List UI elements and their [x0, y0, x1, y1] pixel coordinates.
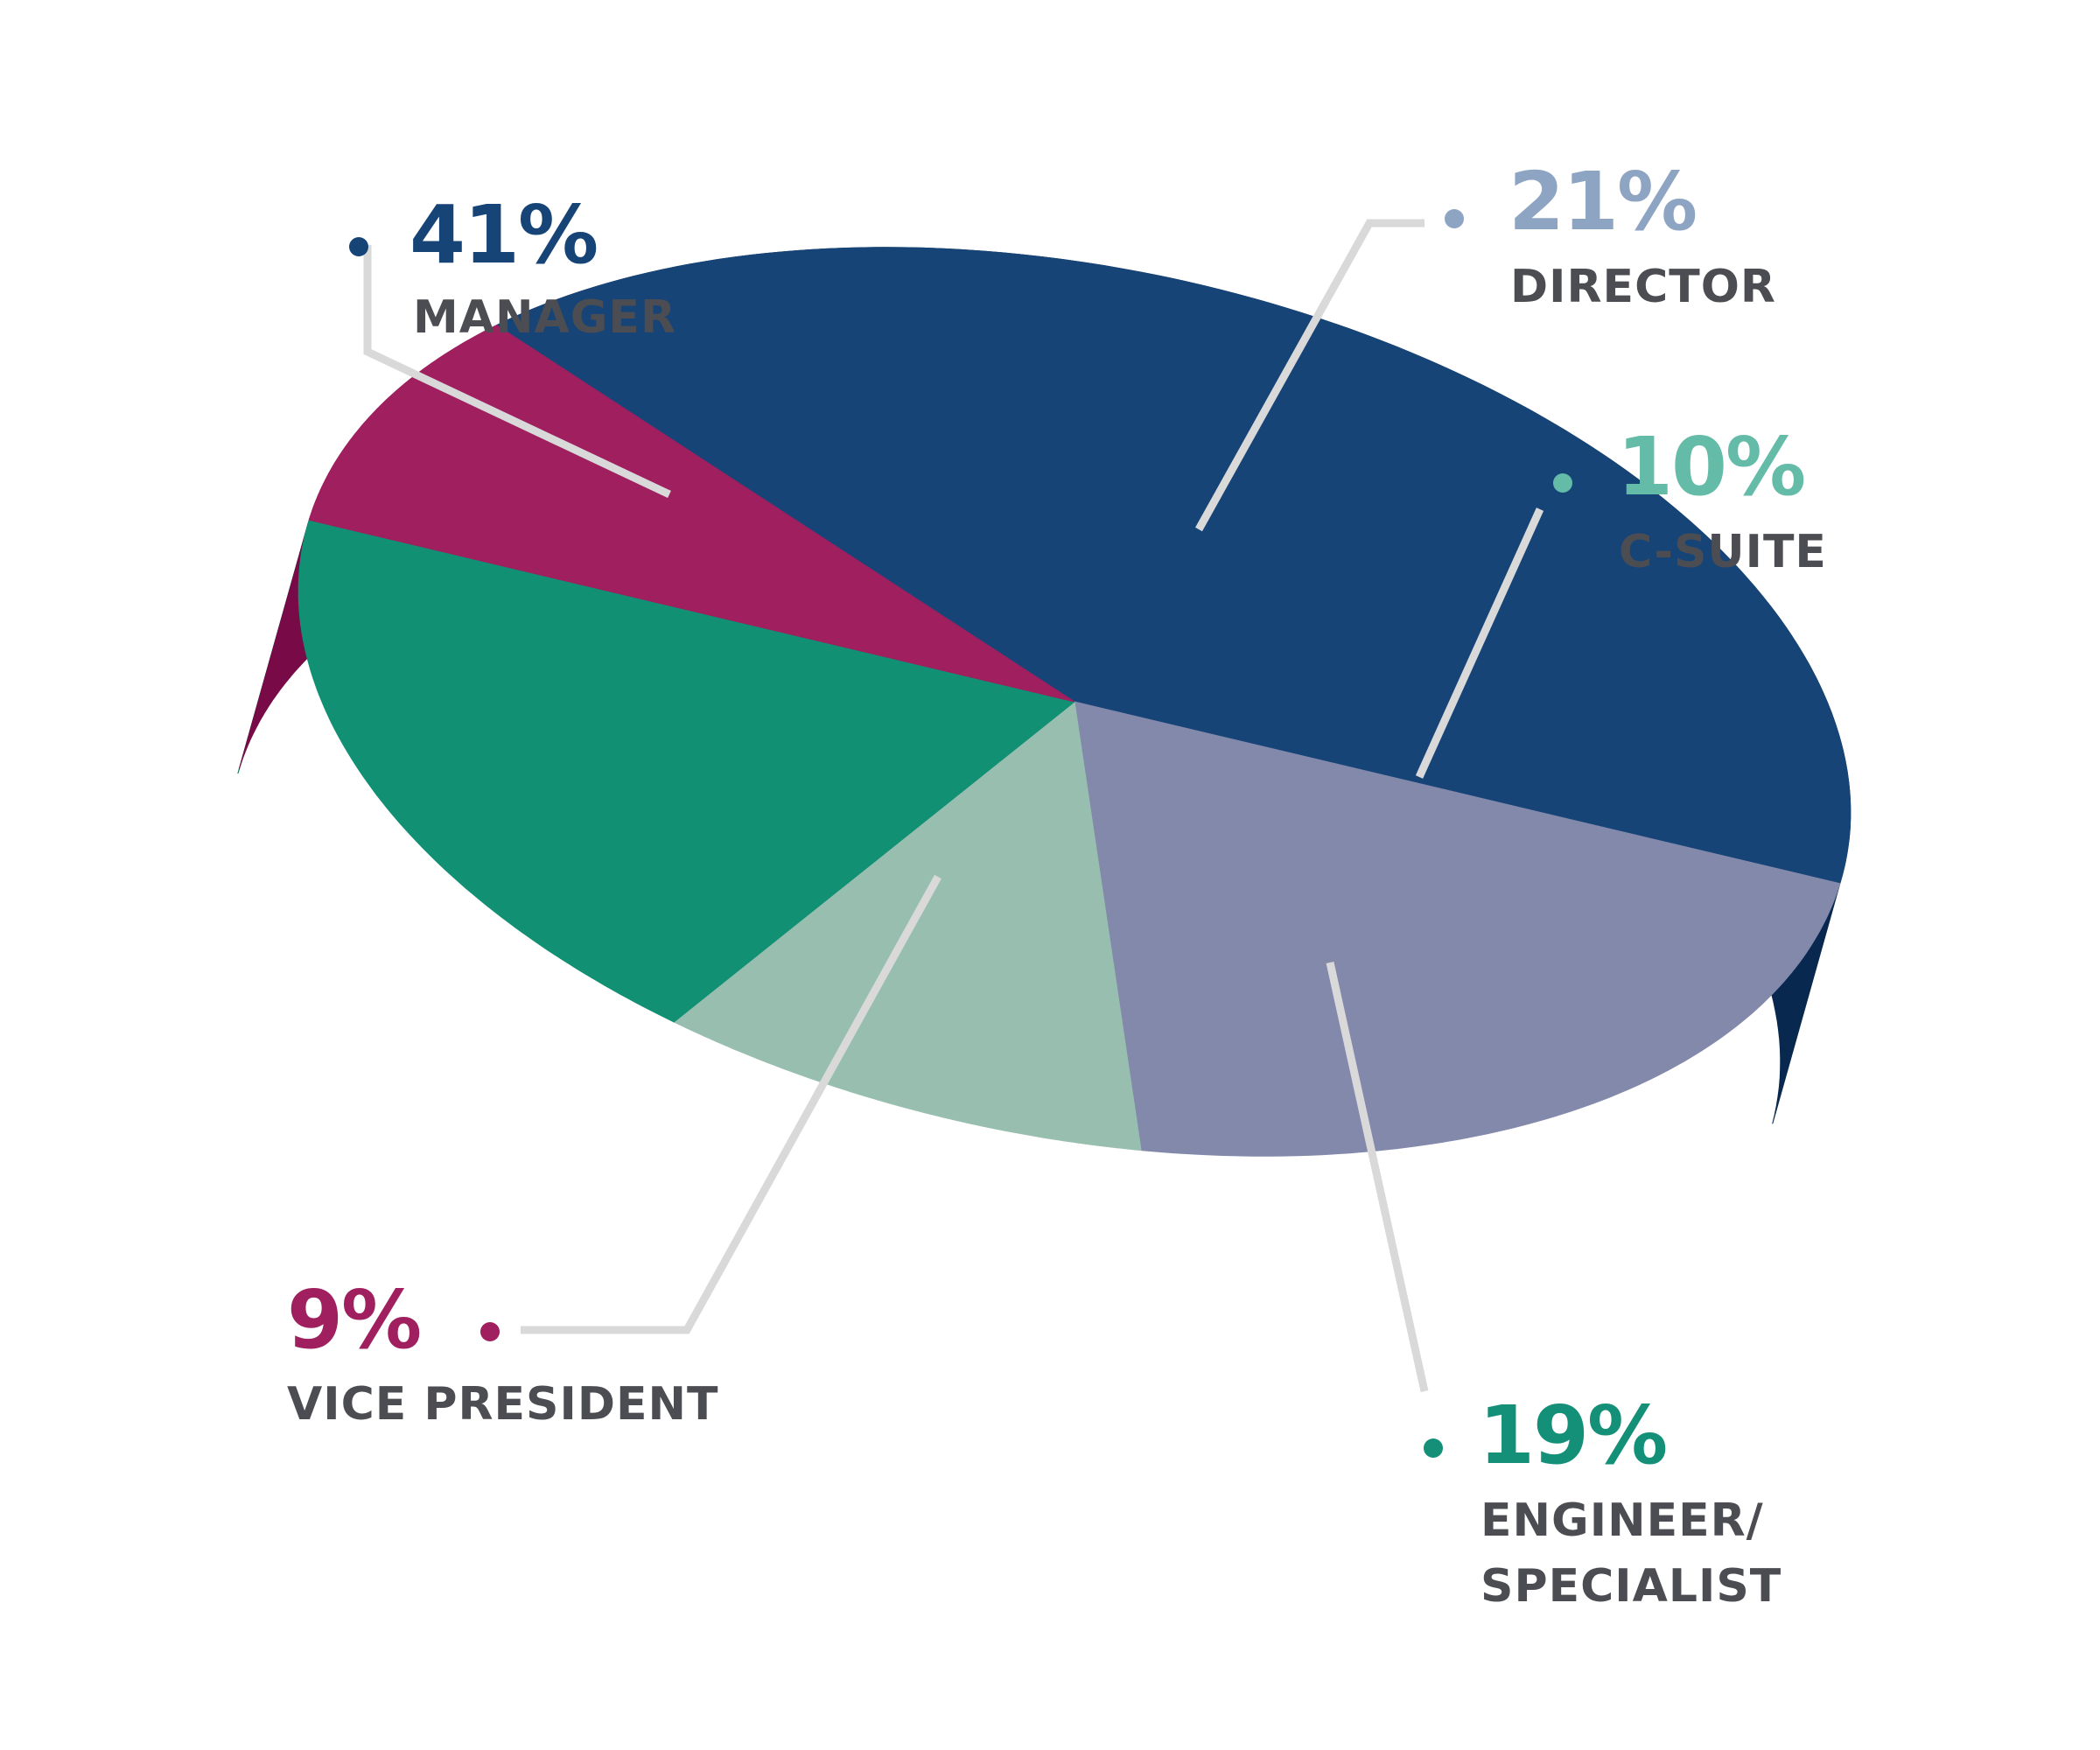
leader-dot-director: [1445, 209, 1464, 228]
category-label-vice-president: VICE PRESIDENT: [287, 1378, 719, 1431]
percent-label-manager: 41%: [410, 188, 597, 282]
slice-top-manager: [495, 247, 1852, 885]
leader-dot-vice-president: [480, 1322, 500, 1341]
category-label-manager: MANAGER: [413, 291, 676, 344]
leader-line-c-suite: [1415, 508, 1544, 779]
leader-dot-manager: [349, 237, 368, 256]
leader-dot-engineer-specialist: [1424, 1438, 1443, 1458]
leader-line-vice-president: [521, 874, 942, 1334]
category-label-engineer-specialist-line2: SPECIALIST: [1480, 1560, 1782, 1613]
slice-top-director: [1074, 701, 1841, 1157]
slice-top-vice-president: [308, 325, 1075, 703]
slice-top-engineer-specialist: [298, 519, 1076, 1023]
pie-top-faces: [298, 247, 1852, 1157]
percent-label-vice-president: 9%: [287, 1273, 420, 1367]
category-label-director: DIRECTOR: [1510, 261, 1776, 313]
leader-line-director: [1195, 219, 1424, 532]
slice-labels: 41% MANAGER 21% DIRECTOR 10% C-SUITE 19% ENGINE…: [287, 155, 1827, 1613]
percent-label-c-suite: 10%: [1617, 420, 1804, 514]
leader-dot-c-suite: [1553, 473, 1572, 493]
percent-label-engineer-specialist: 19%: [1479, 1389, 1666, 1482]
leader-lines: [349, 209, 1572, 1458]
leader-line-manager: [363, 245, 671, 499]
category-label-c-suite: C-SUITE: [1619, 526, 1827, 578]
leader-line-engineer-specialist: [1326, 962, 1429, 1392]
percent-label-director: 21%: [1508, 155, 1696, 248]
category-label-engineer-specialist: ENGINEER/: [1480, 1494, 1764, 1547]
